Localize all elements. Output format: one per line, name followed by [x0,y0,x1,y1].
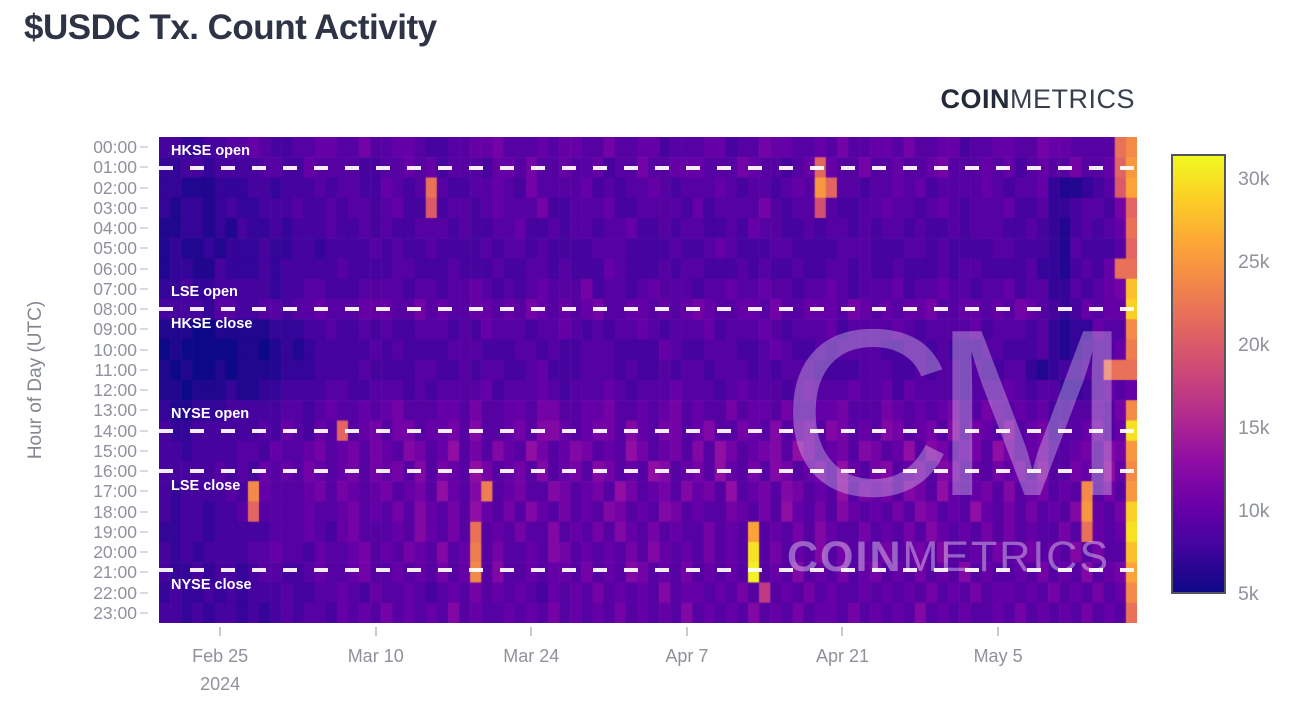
brand-logo-metrics: METRICS [1010,84,1135,114]
x-tick-mark [374,627,377,636]
y-tick-label: 07:00 [93,278,137,299]
market-line-label: LSE open [171,284,238,301]
y-tick-mark [140,409,148,412]
y-tick-mark [140,449,148,452]
y-tick-label: 01:00 [93,157,137,178]
y-tick-label: 00:00 [93,137,137,158]
y-tick-label: 08:00 [93,299,137,320]
y-tick-label: 02:00 [93,177,137,198]
y-tick-label: 09:00 [93,319,137,340]
y-tick-mark [140,470,148,473]
y-tick-mark [140,551,148,554]
x-tick-label: May 5 [973,646,1023,666]
market-line-label: HKSE open [171,143,250,160]
y-tick-mark [140,490,148,493]
y-tick-mark [140,510,148,513]
y-tick-mark [140,267,148,270]
colorbar-tick-label: 25k [1238,250,1270,273]
y-tick-mark [140,328,148,331]
x-tick-mark [685,627,688,636]
market-line-label: HKSE close [171,316,253,333]
y-tick-mark [140,186,148,189]
y-tick-label: 23:00 [93,602,137,623]
plot-area: CM COINMETRICS 00:00 01:00 02:00 03:00 04:00… [93,137,1137,694]
y-tick-mark [140,348,148,351]
y-tick-label: 10:00 [93,339,137,360]
y-tick-label: 20:00 [93,542,137,563]
y-tick-mark [140,368,148,371]
brand-logo: COINMETRICS [941,84,1136,115]
colorbar-gradient [1173,156,1224,592]
x-tick-mark [841,627,844,636]
y-tick-label: 18:00 [93,501,137,522]
market-line-label: NYSE open [171,405,250,422]
y-tick-mark [140,530,148,533]
y-tick-label: 06:00 [93,258,137,279]
y-tick-label: 04:00 [93,218,137,239]
y-tick-mark [140,166,148,169]
heatmap-canvas[interactable] [159,137,1137,623]
y-tick-label: 05:00 [93,238,137,259]
y-tick-mark [140,227,148,230]
y-tick-mark [140,571,148,574]
colorbar-tick-label: 10k [1238,499,1270,522]
y-tick-mark [140,429,148,432]
y-tick-mark [140,389,148,392]
y-tick-mark [140,591,148,594]
market-line-label: NYSE close [171,577,252,594]
colorbar-tick-label: 30k [1238,167,1270,190]
y-tick-label: 14:00 [93,420,137,441]
y-tick-label: 21:00 [93,562,137,583]
colorbar-tick-label: 5k [1238,583,1259,605]
y-tick-label: 22:00 [93,582,137,603]
y-tick-mark [140,611,148,614]
colorbar [1171,154,1226,594]
x-tick-label: Mar 24 [503,646,560,666]
market-line [159,469,1137,474]
x-tick-mark [530,627,533,636]
y-tick-mark [140,146,148,149]
x-tick-label: Feb 25 [192,646,249,666]
x-tick-mark [997,627,1000,636]
y-tick-label: 19:00 [93,521,137,542]
market-line [159,428,1137,433]
market-line [159,166,1137,171]
y-tick-mark [140,206,148,209]
y-tick-mark [140,287,148,290]
brand-logo-coin: COIN [940,84,1010,114]
y-tick-mark [140,308,148,311]
market-line [159,568,1137,573]
x-tick-label: Apr 21 [815,646,870,666]
y-axis-title: Hour of Day (UTC) [25,300,46,460]
colorbar-tick-label: 15k [1238,416,1270,439]
y-tick-label: 15:00 [93,440,137,461]
market-line-label: LSE close [171,478,241,495]
y-tick-label: 03:00 [93,197,137,218]
x-tick-mark [219,627,222,636]
page-title: $USDC Tx. Count Activity [24,8,437,47]
y-tick-label: 17:00 [93,481,137,502]
y-tick-label: 11:00 [94,359,138,380]
x-tick-sublabel: 2024 [200,674,241,694]
x-tick-label: Mar 10 [347,646,404,666]
y-tick-mark [140,247,148,250]
y-tick-label: 13:00 [93,400,137,421]
y-tick-label: 16:00 [93,461,137,482]
x-tick-label: Apr 7 [665,646,709,666]
colorbar-tick-label: 20k [1238,333,1270,356]
y-tick-label: 12:00 [93,380,137,401]
market-line [159,307,1137,312]
